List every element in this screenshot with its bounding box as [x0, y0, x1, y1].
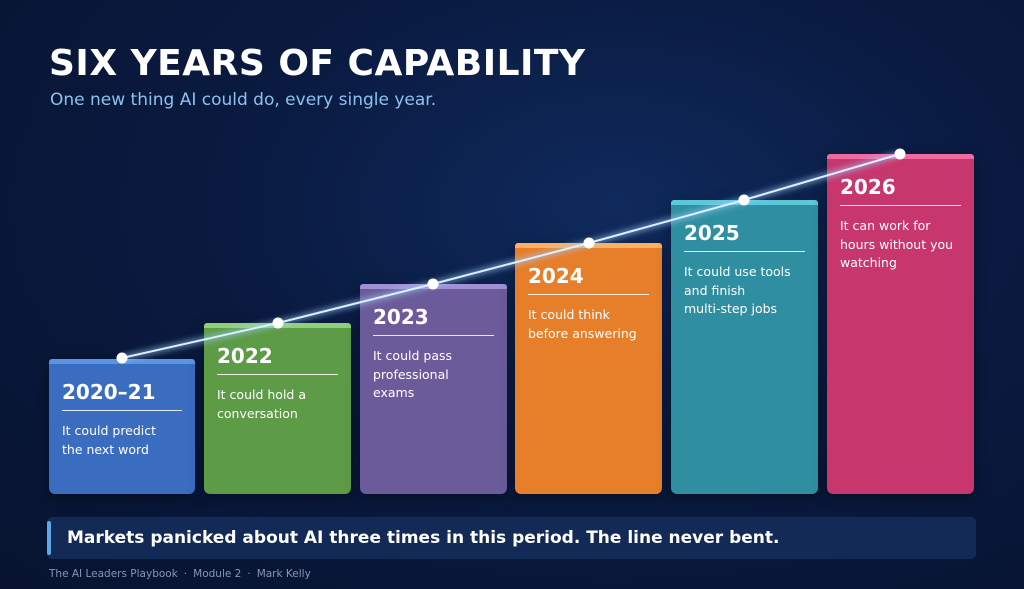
callout-accent-bar: [47, 521, 51, 555]
step-description: It could think before answering: [528, 307, 637, 341]
step-divider: [684, 251, 805, 252]
footer-course: The AI Leaders Playbook: [49, 568, 178, 580]
step-description: It can work for hours without you watchi…: [840, 218, 954, 270]
step-bar-2025: 2025 It could use tools and finish multi…: [671, 200, 818, 494]
step-bar-2024: 2024 It could think before answering: [515, 243, 662, 494]
step-divider: [217, 374, 338, 375]
step-divider: [373, 335, 494, 336]
step-description: It could hold a conversation: [217, 387, 306, 421]
step-year: 2020–21: [62, 380, 156, 404]
step-bar-cap: [204, 323, 351, 328]
footer: The AI Leaders Playbook · Module 2 · Mark Ke…: [49, 567, 311, 581]
step-bar-cap: [49, 359, 195, 364]
footer-module: Module 2: [193, 568, 242, 580]
footer-author: Mark Kelly: [256, 568, 311, 580]
slide-subtitle: One new thing AI could do, every single …: [50, 90, 437, 110]
step-year: 2024: [528, 264, 584, 288]
slide-title: SIX YEARS OF CAPABILITY: [49, 43, 586, 84]
footer-separator: ·: [247, 568, 251, 580]
step-bar-2026: 2026 It can work for hours without you w…: [827, 154, 974, 494]
step-bar-2020-21: 2020–21 It could predict the next word: [49, 359, 195, 494]
step-bar-cap: [360, 284, 507, 289]
step-year: 2022: [217, 344, 273, 368]
step-year: 2026: [840, 175, 896, 199]
step-divider: [528, 294, 649, 295]
footer-separator: ·: [183, 568, 188, 580]
step-bar-2022: 2022 It could hold a conversation: [204, 323, 351, 494]
step-bar-2023: 2023 It could pass professional exams: [360, 284, 507, 494]
step-description: It could use tools and finish multi-step…: [684, 264, 791, 316]
step-divider: [840, 205, 961, 206]
step-divider: [62, 410, 182, 411]
step-description: It could predict the next word: [62, 423, 157, 457]
step-year: 2023: [373, 305, 429, 329]
callout-banner: Markets panicked about AI three times in…: [47, 517, 976, 559]
callout-text: Markets panicked about AI three times in…: [67, 528, 780, 548]
step-bar-cap: [671, 200, 818, 205]
step-year: 2025: [684, 221, 740, 245]
step-bar-cap: [515, 243, 662, 248]
step-bar-cap: [827, 154, 974, 159]
step-description: It could pass professional exams: [373, 348, 453, 400]
